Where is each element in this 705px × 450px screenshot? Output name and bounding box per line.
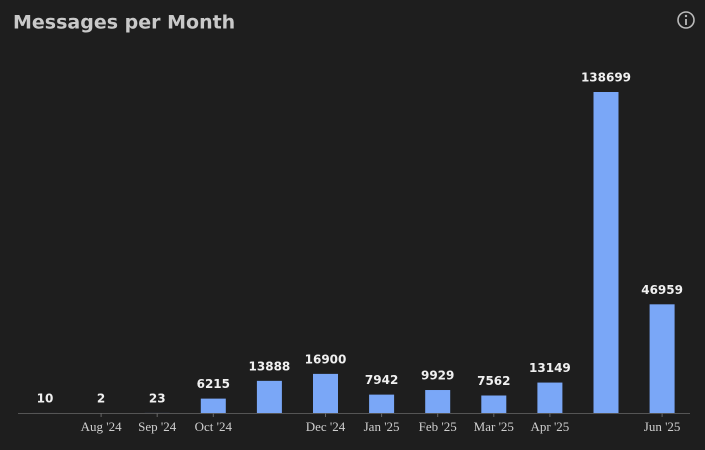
x-tick-label: Dec '24 bbox=[306, 419, 346, 434]
bar bbox=[369, 394, 395, 413]
x-tick-label: Sep '24 bbox=[138, 419, 177, 434]
value-label: 13888 bbox=[249, 359, 291, 373]
x-tick-label: Oct '24 bbox=[195, 419, 233, 434]
chart-title: Messages per Month bbox=[13, 12, 235, 34]
value-label: 13149 bbox=[529, 361, 571, 375]
bar bbox=[200, 398, 226, 413]
bar bbox=[256, 380, 282, 413]
value-label: 6215 bbox=[197, 377, 230, 391]
value-label: 7562 bbox=[477, 374, 510, 388]
bar bbox=[481, 395, 507, 413]
bar bbox=[425, 390, 451, 413]
bar bbox=[593, 92, 619, 413]
x-tick-label: Feb '25 bbox=[419, 419, 457, 434]
x-tick-label: Mar '25 bbox=[474, 419, 514, 434]
value-label: 2 bbox=[97, 391, 105, 405]
value-label: 16900 bbox=[305, 352, 347, 366]
value-label: 10 bbox=[37, 391, 54, 405]
bar bbox=[649, 304, 675, 413]
value-label: 7942 bbox=[365, 373, 398, 387]
bar bbox=[537, 382, 563, 413]
bar bbox=[313, 373, 338, 413]
value-label: 46959 bbox=[641, 283, 683, 297]
x-tick-label: Aug '24 bbox=[81, 419, 122, 434]
value-label: 23 bbox=[149, 391, 166, 405]
value-label: 138699 bbox=[581, 71, 631, 85]
value-label: 9929 bbox=[421, 369, 454, 383]
x-tick-label: Jun '25 bbox=[644, 419, 681, 434]
info-icon[interactable] bbox=[677, 11, 695, 29]
x-tick-label: Jan '25 bbox=[364, 419, 400, 434]
x-tick-label: Apr '25 bbox=[530, 419, 569, 434]
